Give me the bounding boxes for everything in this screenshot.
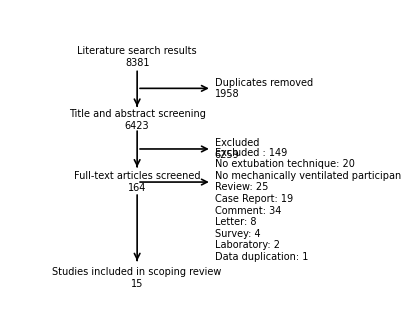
Text: Full-text articles screened
164: Full-text articles screened 164: [74, 171, 200, 193]
Text: Literature search results
8381: Literature search results 8381: [77, 46, 197, 68]
Text: Excluded
6259: Excluded 6259: [215, 138, 259, 160]
Text: Duplicates removed
1958: Duplicates removed 1958: [215, 78, 313, 99]
Text: Studies included in scoping review
15: Studies included in scoping review 15: [53, 267, 222, 289]
Text: Title and abstract screening
6423: Title and abstract screening 6423: [69, 109, 206, 131]
Text: Excluded : 149
No extubation technique: 20
No mechanically ventilated participan: Excluded : 149 No extubation technique: …: [215, 148, 401, 262]
